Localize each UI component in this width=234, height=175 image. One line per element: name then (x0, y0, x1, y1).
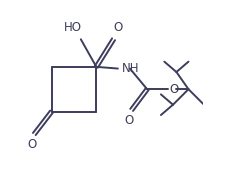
Text: O: O (124, 114, 134, 127)
Text: O: O (169, 83, 179, 96)
Text: NH: NH (122, 62, 140, 75)
Text: O: O (27, 138, 36, 151)
Text: O: O (113, 21, 122, 34)
Text: HO: HO (64, 21, 82, 34)
